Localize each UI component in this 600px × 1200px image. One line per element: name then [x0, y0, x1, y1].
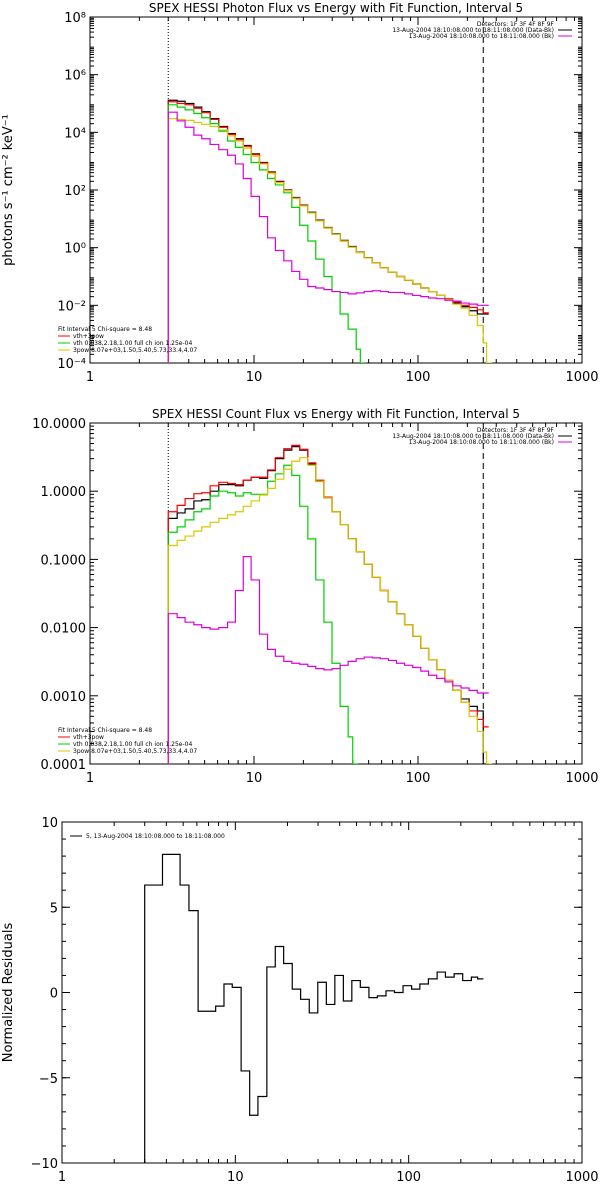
legend-bottom-entry: 3pow 8.07e+03,1.50,5.40,5.73,33.4,4.07	[73, 748, 197, 755]
legend-bottom-entry: vth 0.838,2.18,1.00 full ch ion 1.25e-04	[73, 340, 192, 347]
legend-bottom-entry: vth+3pow	[73, 734, 104, 741]
series-13-aug-2004-18-10-08-000-to-18-11-08-000-data-bk	[167, 99, 489, 363]
x-tick-label: 1	[86, 370, 94, 385]
y-tick-label: 10⁻⁴	[57, 357, 86, 372]
y-tick-label: −10	[31, 1157, 58, 1172]
y-tick-label: 10.0000	[32, 417, 86, 432]
chart-title: SPEX HESSI Photon Flux vs Energy with Fi…	[149, 1, 523, 15]
legend-top-entry: 13-Aug-2004 18:10:08.000 to 18:11:08.000…	[409, 439, 554, 446]
series-13-aug-2004-18-10-08-000-to-18-11-08-000-bk	[167, 555, 489, 764]
chart-2: 1 10 100 1000 0.0001 0.0010 0.0100 0.1000 1.0000…	[32, 407, 598, 786]
series-vth	[167, 464, 359, 764]
y-tick-label: 10²	[64, 184, 86, 199]
series-vth-3pow	[167, 444, 489, 764]
y-tick-label: 0.0010	[41, 690, 87, 705]
legend-entry: 5, 13-Aug-2004 18:10:08.000 to 18:11:08.…	[86, 833, 225, 840]
x-tick-label: 10	[246, 370, 263, 385]
series-group	[144, 853, 484, 1163]
legend-top-entry: 13-Aug-2004 18:10:08.000 to 18:11:08.000…	[409, 33, 554, 40]
legend-bottom-entry: 3pow 8.07e+03,1.50,5.40,5.73,33.4,4.07	[73, 347, 197, 354]
y-tick-label: 0	[50, 987, 58, 1002]
x-tick-label: 1000	[565, 771, 598, 786]
y-axis-label: photons s⁻¹ cm⁻² keV⁻¹	[1, 114, 16, 266]
x-tick-label: 100	[406, 771, 431, 786]
plot-frame	[89, 422, 583, 765]
plot-frame	[61, 821, 583, 1164]
legend-top-entry: Detectors: 1F 3F 4F 8F 9F	[477, 427, 555, 434]
x-tick-label: 1000	[565, 370, 598, 385]
y-tick-label: 10⁻²	[57, 299, 86, 314]
series-3pow	[167, 457, 493, 764]
legend-bottom-entry: Fit Interval 5 Chi-square = 8.48	[58, 727, 152, 734]
series-vth-3pow	[167, 101, 489, 363]
y-tick-label: 0.1000	[41, 553, 87, 568]
chart-1: 1 10 100 1000 10⁻⁴ 10⁻² 10⁰ 10² 10⁴ 10⁶ 10⁸ SPEX HE…	[1, 1, 599, 385]
chart-3: 1 10 100 1000 −10 −5 0 5 10 Normalized Residuals 5…	[1, 816, 599, 1185]
legend-top-entry: Detectors: 1F 3F 4F 8F 9F	[477, 21, 555, 28]
x-tick-label: 100	[406, 370, 431, 385]
x-tick-label: 1	[58, 1170, 66, 1185]
legend-bottom-entry: vth 0.838,2.18,1.00 full ch ion 1.25e-04	[73, 741, 192, 748]
y-tick-label: 10⁴	[64, 126, 86, 141]
y-tick-label: 1.0000	[41, 485, 87, 500]
x-tick-label: 10	[246, 771, 263, 786]
legend-bottom-entry: Fit Interval 5 Chi-square = 8.48	[58, 326, 152, 333]
y-tick-label: 5	[50, 901, 58, 916]
y-tick-label: −5	[39, 1072, 58, 1087]
series-group	[167, 444, 493, 764]
legend-bottom-entry: vth+3pow	[73, 333, 104, 340]
x-tick-label: 100	[396, 1170, 421, 1185]
series-13-aug-2004-18-10-08-000-to-18-11-08-000-bk	[167, 111, 489, 363]
plot-frame	[89, 16, 583, 364]
y-axis-label: Normalized Residuals	[1, 923, 16, 1063]
series-13-aug-2004-18-10-08-000-to-18-11-08-000-data-bk	[167, 446, 489, 764]
series-5-13-aug-2004-18-10-08-000-to-18-11-08-000	[144, 853, 484, 1163]
y-tick-label: 10⁰	[64, 242, 86, 257]
x-tick-label: 1	[86, 771, 94, 786]
y-tick-label: 0.0001	[41, 758, 87, 773]
series-group	[167, 99, 493, 363]
chart-title: SPEX HESSI Count Flux vs Energy with Fit…	[152, 407, 520, 421]
series-3pow	[167, 117, 493, 363]
y-tick-label: 10⁸	[64, 11, 86, 26]
y-tick-label: 10	[41, 816, 58, 831]
y-tick-label: 0.0100	[41, 622, 87, 637]
x-tick-label: 10	[227, 1170, 244, 1185]
x-tick-label: 1000	[565, 1170, 598, 1185]
y-tick-label: 10⁶	[64, 69, 86, 84]
legend-top-entry: 13-Aug-2004 18:10:08.000 to 18:11:08.000…	[392, 433, 554, 440]
legend-top-entry: 13-Aug-2004 18:10:08.000 to 18:11:08.000…	[392, 27, 554, 34]
